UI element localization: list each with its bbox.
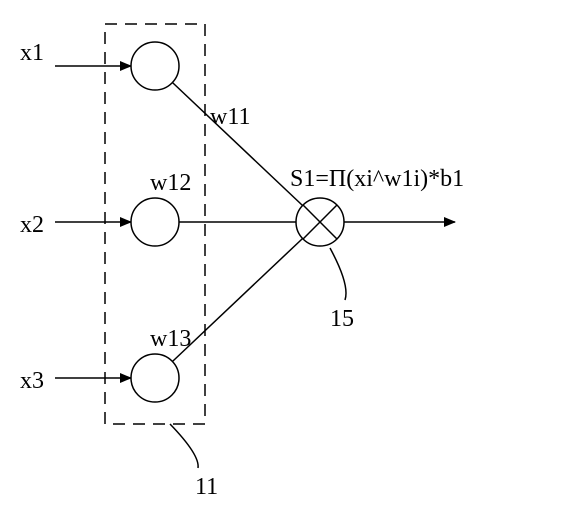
input-arrows bbox=[55, 66, 131, 378]
label-x3: x3 bbox=[20, 368, 44, 394]
callout-c11 bbox=[170, 424, 198, 468]
label-x1: x1 bbox=[20, 40, 44, 66]
neural-diagram: x1 x2 x3 w11 w12 w13 S1=Π(xi^w1i)*b1 15 … bbox=[0, 0, 566, 516]
label-ref-15: 15 bbox=[330, 306, 354, 332]
input-node-3 bbox=[131, 354, 179, 402]
input-node-2 bbox=[131, 198, 179, 246]
callout-c15 bbox=[330, 248, 346, 300]
label-w12: w12 bbox=[150, 170, 191, 196]
label-w13: w13 bbox=[150, 326, 191, 352]
input-node-1 bbox=[131, 42, 179, 90]
edge-w11 bbox=[172, 82, 302, 205]
label-w11: w11 bbox=[210, 104, 250, 130]
label-x2: x2 bbox=[20, 212, 44, 238]
edge-w13 bbox=[172, 238, 302, 361]
label-formula: S1=Π(xi^w1i)*b1 bbox=[290, 166, 464, 192]
output-node bbox=[296, 198, 344, 246]
label-ref-11: 11 bbox=[195, 474, 218, 500]
